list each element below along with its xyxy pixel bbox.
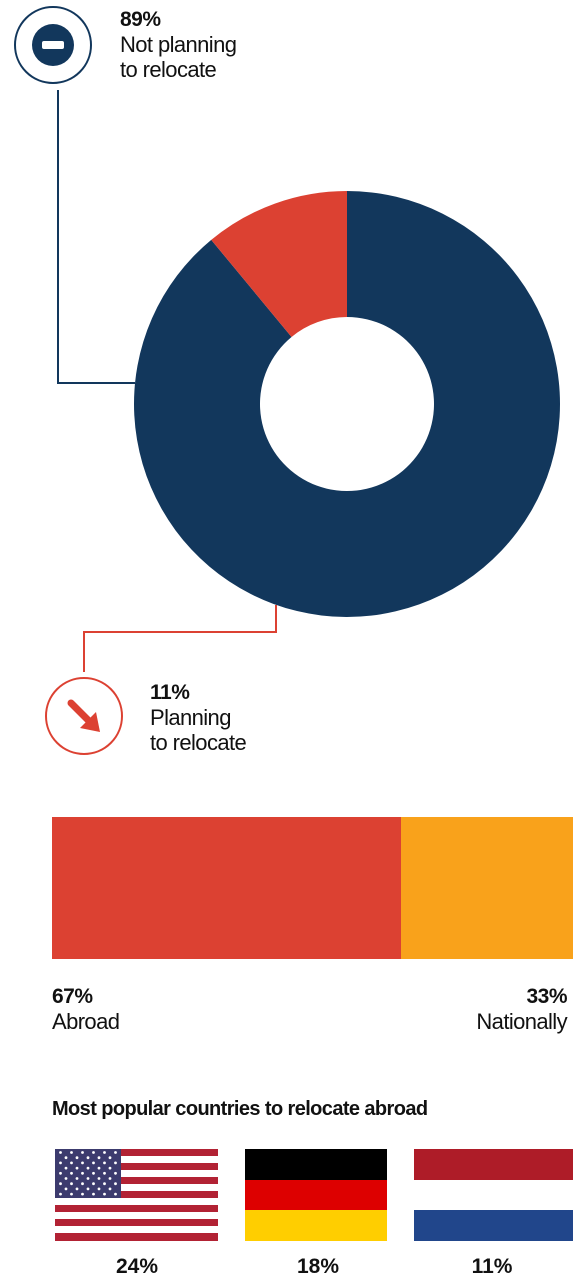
not-planning-label-line2: to relocate (120, 57, 217, 82)
planning-label-line1: Planning (150, 705, 231, 730)
countries-heading: Most popular countries to relocate abroa… (52, 1098, 428, 1120)
germany-pct: 18% (296, 1255, 340, 1278)
not-planning-pct: 89% (120, 8, 161, 31)
callout-line-planning (83, 605, 277, 672)
bar-segment-abroad (52, 817, 402, 959)
donut-slice-not-planning (133, 191, 560, 617)
nationally-pct: 33% (526, 985, 567, 1008)
donut-chart (14, 6, 560, 755)
callout-line-not-planning (57, 90, 135, 384)
abroad-text: Abroad (52, 1009, 120, 1034)
callout-planning: 11% Planning to relocate (150, 681, 247, 755)
donut-slice-planning (211, 191, 347, 337)
planning-label-line2: to relocate (150, 730, 247, 755)
us-pct: 24% (115, 1255, 159, 1278)
nationally-text: Nationally (476, 1009, 567, 1034)
planning-pct: 11% (150, 681, 190, 704)
callout-not-planning: 89% Not planning to relocate (120, 8, 237, 82)
arrow-down-right-icon (45, 677, 123, 755)
germany-flag-icon (245, 1149, 387, 1241)
relocation-split-bar (52, 817, 573, 959)
abroad-label: 67% Abroad (52, 985, 120, 1034)
minus-icon (14, 6, 92, 84)
netherlands-flag-icon (414, 1149, 573, 1241)
nationally-label: 33% Nationally (476, 985, 567, 1034)
us-flag-icon (55, 1149, 218, 1241)
netherlands-pct: 11% (471, 1255, 513, 1278)
abroad-pct: 67% (52, 985, 93, 1008)
bar-segment-nationally (401, 817, 573, 959)
not-planning-label-line1: Not planning (120, 32, 237, 57)
